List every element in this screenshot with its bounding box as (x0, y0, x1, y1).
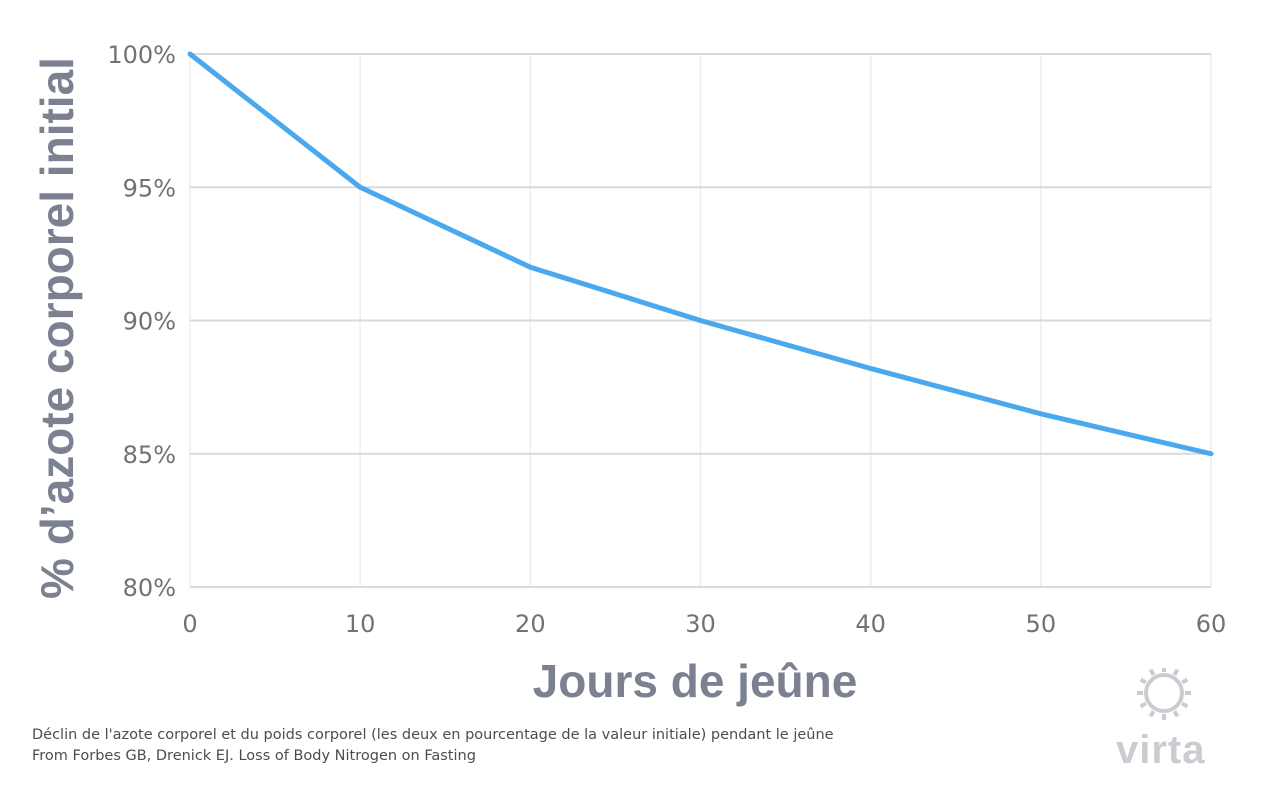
y-tick-label: 95% (123, 174, 176, 202)
brand-logo: virta (1116, 728, 1206, 772)
x-axis-label: Jours de jeûne (533, 655, 858, 707)
x-tick-label: 40 (855, 610, 886, 638)
y-axis-label: % d’azote corporel initial (31, 57, 83, 599)
series (187, 51, 1214, 457)
x-tick-label: 60 (1196, 610, 1227, 638)
sun-icon (1112, 666, 1222, 778)
caption-description: Déclin de l'azote corporel et du poids c… (32, 727, 834, 743)
caption-source: From Forbes GB, Drenick EJ. Loss of Body… (32, 748, 476, 764)
x-tick-label: 30 (685, 610, 716, 638)
y-tick-label: 90% (123, 308, 176, 336)
x-tick-label: 0 (182, 610, 197, 638)
x-axis-ticks: 0 10 20 30 40 50 60 (182, 610, 1226, 638)
y-tick-label: 80% (123, 574, 176, 602)
y-axis-ticks: 80% 85% 90% 95% 100% (107, 41, 176, 602)
x-tick-label: 20 (515, 610, 546, 638)
y-tick-label: 85% (123, 441, 176, 469)
x-tick-label: 10 (345, 610, 376, 638)
x-tick-label: 50 (1026, 610, 1057, 638)
y-tick-label: 100% (107, 41, 176, 69)
